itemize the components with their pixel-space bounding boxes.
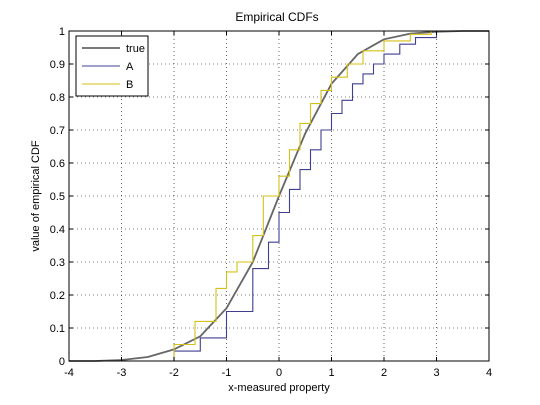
legend-label-b: B: [126, 79, 133, 91]
series-lines: [69, 30, 489, 362]
y-tick-label: 0.7: [50, 125, 65, 137]
series-line-true: [69, 30, 489, 362]
x-tick-label: 4: [486, 367, 492, 379]
y-tick-label: 0.1: [50, 323, 65, 335]
y-axis-label: value of empirical CDF: [30, 140, 42, 252]
legend: true AB: [75, 35, 149, 97]
y-tick-label: 0.4: [50, 224, 65, 236]
x-tick-label: 1: [328, 367, 334, 379]
series-line-a: [69, 30, 489, 362]
y-tick-label: 0.3: [50, 257, 65, 269]
x-tick-label: -4: [64, 367, 74, 379]
legend-label-a: A: [126, 61, 134, 73]
y-tick-label: 0: [59, 356, 65, 368]
x-tick-label: 3: [433, 367, 439, 379]
x-tick-label: -2: [169, 367, 179, 379]
x-tick-label: 2: [381, 367, 387, 379]
x-axis-label: x-measured property: [228, 382, 330, 394]
y-tick-label: 0.5: [50, 191, 65, 203]
y-tick-label: 0.6: [50, 158, 65, 170]
chart-title: Empirical CDFs: [235, 10, 318, 24]
legend-label-true: true: [126, 43, 145, 55]
x-tick-label: 0: [276, 367, 282, 379]
series-line-b: [69, 30, 489, 362]
y-tick-label: 0.9: [50, 59, 65, 71]
y-tick-label: 0.2: [50, 290, 65, 302]
y-tick-label: 0.8: [50, 92, 65, 104]
axis-ticks: -4 -3 -2 -1 0 1 2 3 4 0 0.1 0.2 0.3 0.4 0.5 0.6 0.7 0.8 0.…: [50, 26, 492, 379]
y-tick-label: 1: [59, 26, 65, 38]
x-tick-label: -3: [117, 367, 127, 379]
x-tick-label: -1: [222, 367, 232, 379]
